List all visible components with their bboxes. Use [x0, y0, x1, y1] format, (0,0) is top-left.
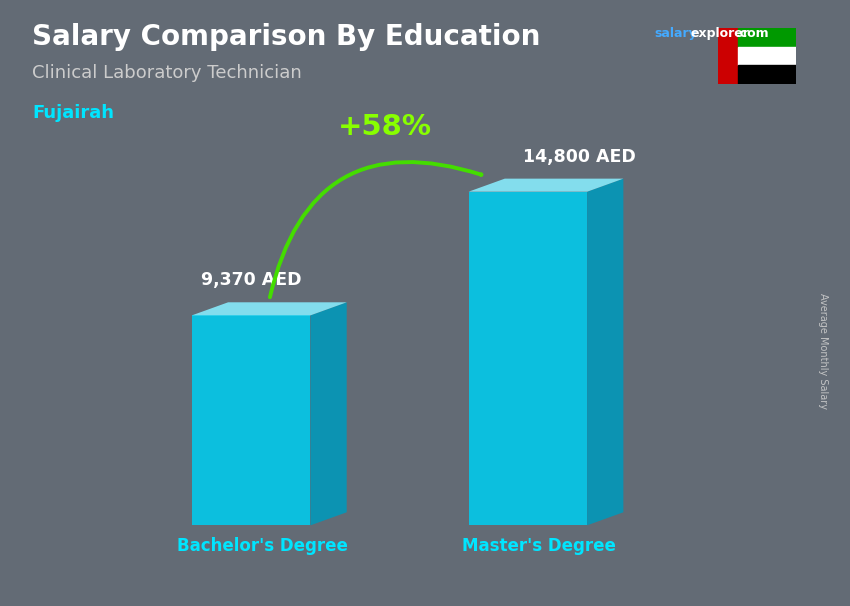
- Bar: [738, 47, 796, 65]
- Polygon shape: [587, 179, 623, 525]
- Text: .com: .com: [736, 27, 770, 40]
- Text: Bachelor's Degree: Bachelor's Degree: [177, 537, 348, 555]
- Polygon shape: [310, 302, 347, 525]
- Text: 9,370 AED: 9,370 AED: [201, 271, 302, 289]
- FancyArrowPatch shape: [270, 162, 481, 298]
- Text: Salary Comparison By Education: Salary Comparison By Education: [32, 23, 541, 51]
- Polygon shape: [192, 315, 310, 525]
- Text: 14,800 AED: 14,800 AED: [523, 148, 635, 165]
- Bar: [738, 28, 796, 47]
- Text: Master's Degree: Master's Degree: [462, 537, 615, 555]
- Text: Fujairah: Fujairah: [32, 104, 114, 122]
- Bar: [738, 65, 796, 84]
- Text: explorer: explorer: [690, 27, 749, 40]
- Text: Clinical Laboratory Technician: Clinical Laboratory Technician: [32, 64, 302, 82]
- Text: +58%: +58%: [337, 113, 432, 141]
- Polygon shape: [468, 179, 623, 191]
- Text: Average Monthly Salary: Average Monthly Salary: [818, 293, 828, 410]
- Polygon shape: [468, 191, 587, 525]
- Text: salary: salary: [654, 27, 697, 40]
- Polygon shape: [192, 302, 347, 315]
- Bar: [718, 28, 738, 84]
